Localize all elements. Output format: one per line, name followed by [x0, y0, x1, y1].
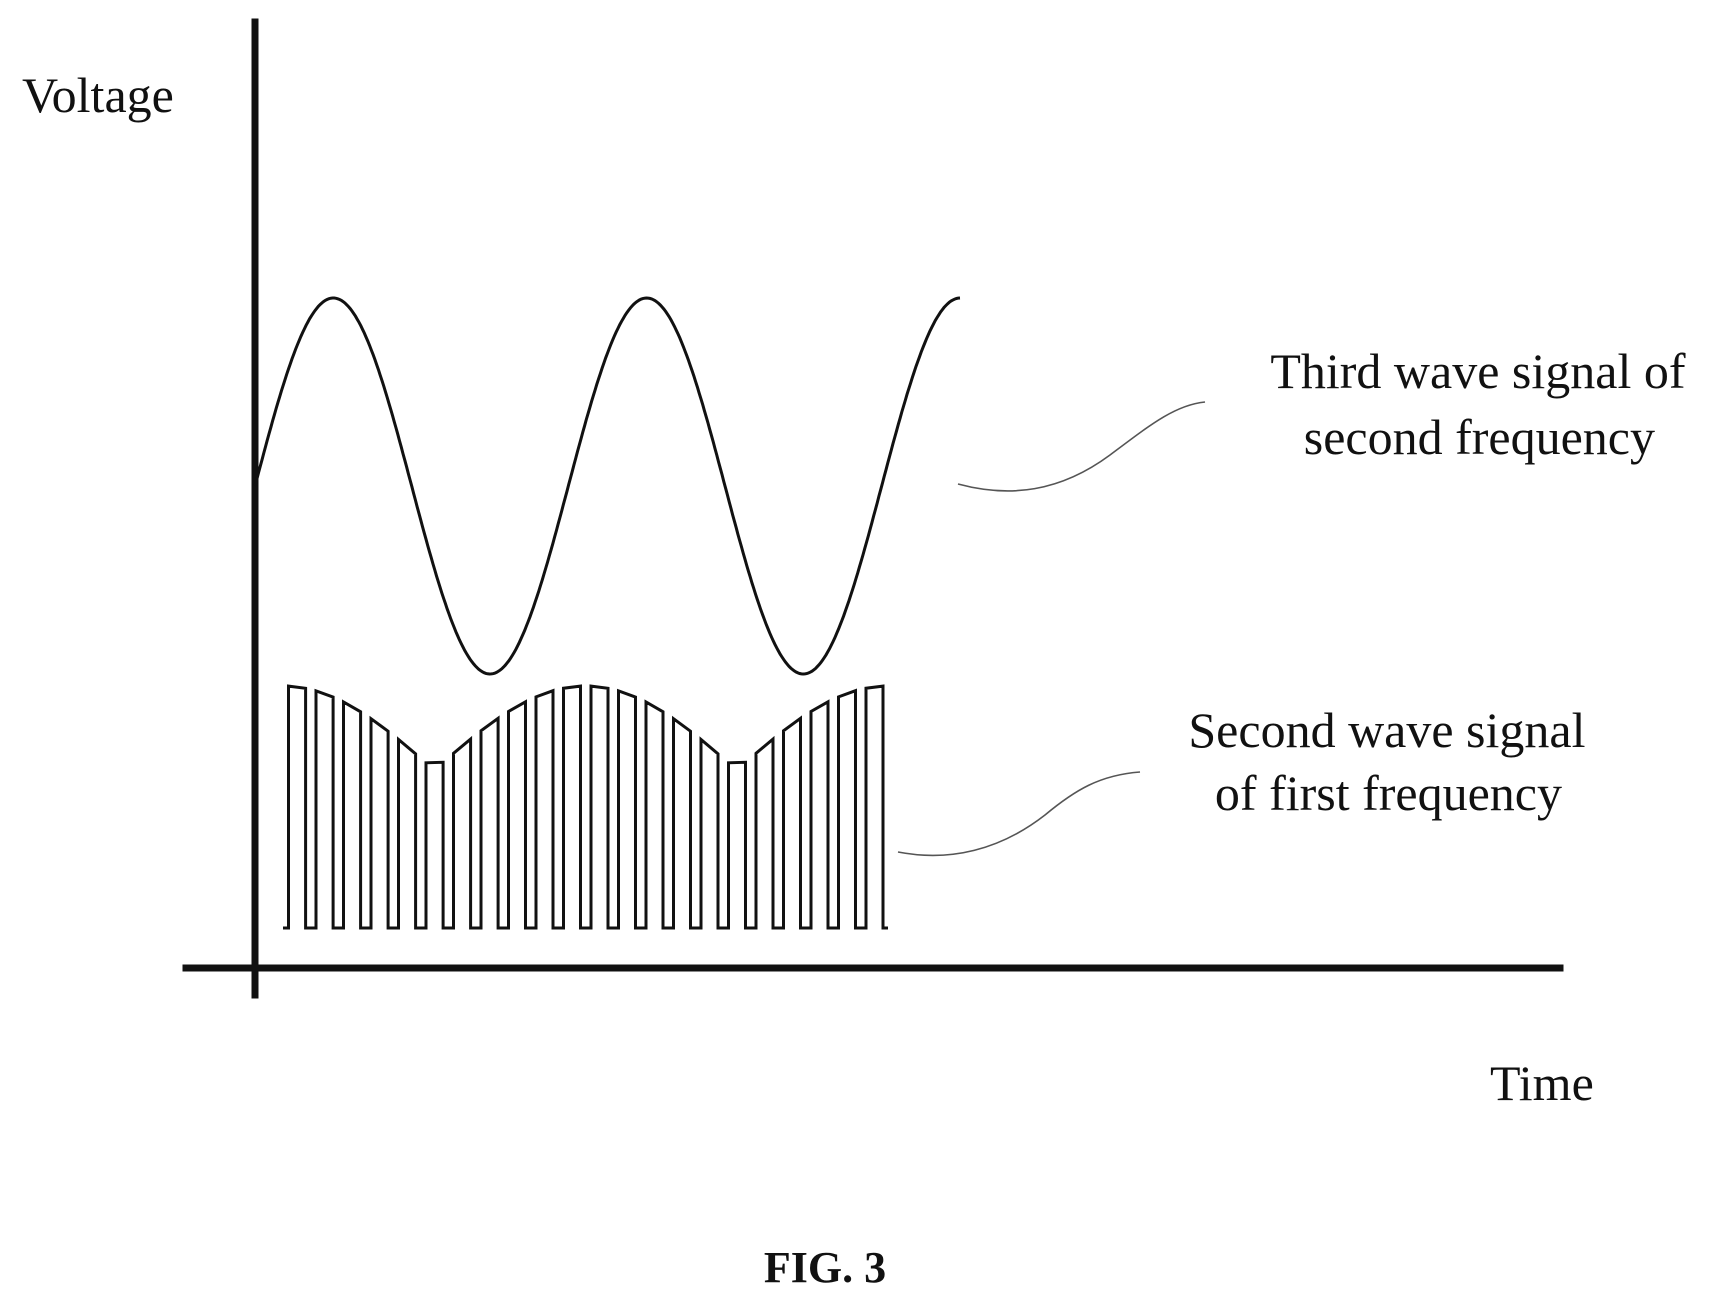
second-wave-label: Second wave signal of first frequency [1188, 702, 1598, 821]
x-axis-label: Time [1490, 1055, 1594, 1111]
second-wave-signal [283, 684, 888, 930]
third-wave-label: Third wave signal of second frequency [1270, 343, 1698, 465]
second-wave-label-line1: Second wave signal [1188, 702, 1585, 758]
third-wave-signal [253, 296, 961, 676]
figure-caption: FIG. 3 [764, 1243, 886, 1292]
third-wave-label-line1: Third wave signal of [1270, 343, 1686, 399]
y-axis-label: Voltage [22, 67, 174, 123]
third-wave-leader-line [957, 401, 1206, 492]
second-wave-label-line2: of first frequency [1215, 765, 1562, 821]
second-wave-leader-line [897, 771, 1141, 857]
third-wave-label-line2: second frequency [1304, 409, 1655, 465]
